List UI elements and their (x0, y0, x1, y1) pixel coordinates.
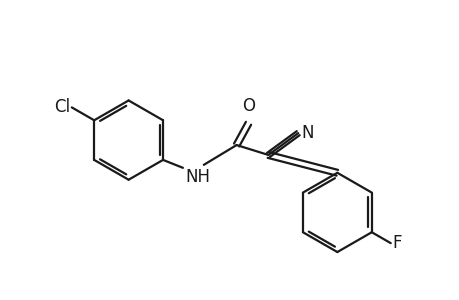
Text: Cl: Cl (54, 98, 70, 116)
Text: F: F (392, 234, 401, 252)
Text: N: N (301, 124, 313, 142)
Text: NH: NH (185, 168, 209, 186)
Text: O: O (241, 97, 254, 115)
